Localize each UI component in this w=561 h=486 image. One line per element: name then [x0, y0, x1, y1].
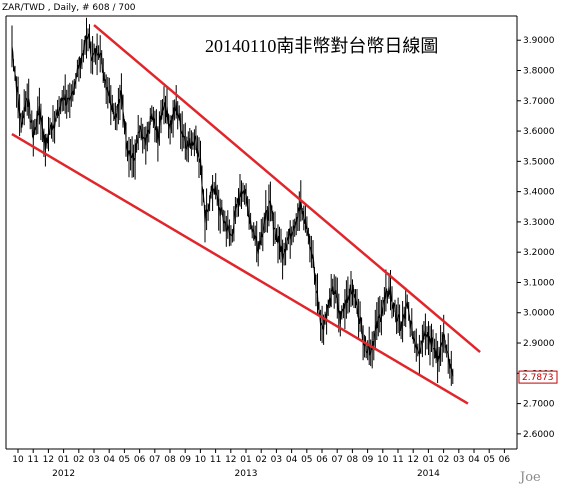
- y-tick-label: 3.8000: [523, 67, 555, 77]
- y-tick-label: 2.9000: [523, 339, 555, 349]
- header-text: ZAR/TWD , Daily, # 608 / 700: [2, 3, 136, 13]
- x-tick-label: 12: [407, 455, 418, 465]
- x-tick-label: 10: [12, 455, 24, 465]
- last-price-box: [518, 370, 558, 384]
- y-tick-label: 3.9000: [523, 36, 555, 46]
- x-tick-label: 03: [271, 455, 282, 465]
- y-tick-label: 2.7000: [523, 400, 555, 410]
- x-tick-label: 04: [103, 455, 115, 465]
- x-tick-label: 02: [438, 455, 449, 465]
- watermark: Joe: [518, 470, 541, 485]
- x-tick-label: 02: [255, 455, 266, 465]
- y-tick-label: 3.4000: [523, 188, 555, 198]
- x-tick-label: 02: [73, 455, 84, 465]
- trendline-upper: [93, 24, 481, 354]
- x-tick-label: 04: [468, 455, 480, 465]
- x-tick-label: 07: [331, 455, 342, 465]
- x-year-label: 2012: [52, 469, 75, 479]
- x-tick-label: 10: [377, 455, 389, 465]
- y-tick-label: 3.0000: [523, 309, 555, 319]
- trendline-lower: [11, 133, 469, 405]
- x-tick-label: 10: [195, 455, 207, 465]
- x-tick-label: 01: [423, 455, 434, 465]
- x-tick-label: 08: [347, 455, 359, 465]
- x-tick-label: 12: [43, 455, 54, 465]
- x-tick-label: 01: [58, 455, 69, 465]
- x-year-label: 2014: [417, 469, 440, 479]
- y-tick-label: 3.3000: [523, 218, 555, 228]
- y-tick-label: 3.6000: [523, 127, 555, 137]
- y-tick-label: 3.1000: [523, 278, 555, 288]
- last-price-marker: 2.7873: [518, 370, 558, 384]
- x-tick-label: 07: [149, 455, 160, 465]
- x-tick-label: 01: [240, 455, 251, 465]
- x-tick-label: 11: [27, 455, 38, 465]
- x-year-label: 2013: [235, 469, 258, 479]
- y-tick-label: 2.6000: [523, 430, 555, 440]
- x-tick-label: 06: [499, 455, 511, 465]
- x-tick-label: 09: [179, 455, 191, 465]
- y-axis-ticks: 2.60002.70002.80002.90003.00003.10003.20…: [517, 36, 555, 440]
- x-tick-label: 04: [286, 455, 298, 465]
- x-tick-label: 06: [134, 455, 146, 465]
- x-tick-label: 12: [225, 455, 236, 465]
- last-price-label: 2.7873: [522, 373, 554, 383]
- x-axis-ticks: 10 11 12 01 02 03 04 05 06 07 08 09 10 11 12 01 02 03 04 05…: [12, 449, 510, 479]
- x-tick-label: 06: [316, 455, 328, 465]
- x-tick-label: 05: [301, 455, 312, 465]
- trendlines-layer: [11, 24, 481, 405]
- x-tick-label: 08: [164, 455, 176, 465]
- chart-title: 20140110南非幣對台幣日線圖: [205, 36, 438, 56]
- y-tick-label: 3.5000: [523, 157, 555, 167]
- x-tick-label: 11: [392, 455, 403, 465]
- x-tick-label: 09: [362, 455, 374, 465]
- x-tick-label: 03: [453, 455, 464, 465]
- y-tick-label: 3.7000: [523, 97, 555, 107]
- x-tick-label: 03: [88, 455, 99, 465]
- price-series-layer: [11, 17, 454, 386]
- x-tick-label: 05: [119, 455, 130, 465]
- y-tick-label: 3.2000: [523, 248, 555, 258]
- x-tick-label: 05: [483, 455, 494, 465]
- x-tick-label: 11: [210, 455, 221, 465]
